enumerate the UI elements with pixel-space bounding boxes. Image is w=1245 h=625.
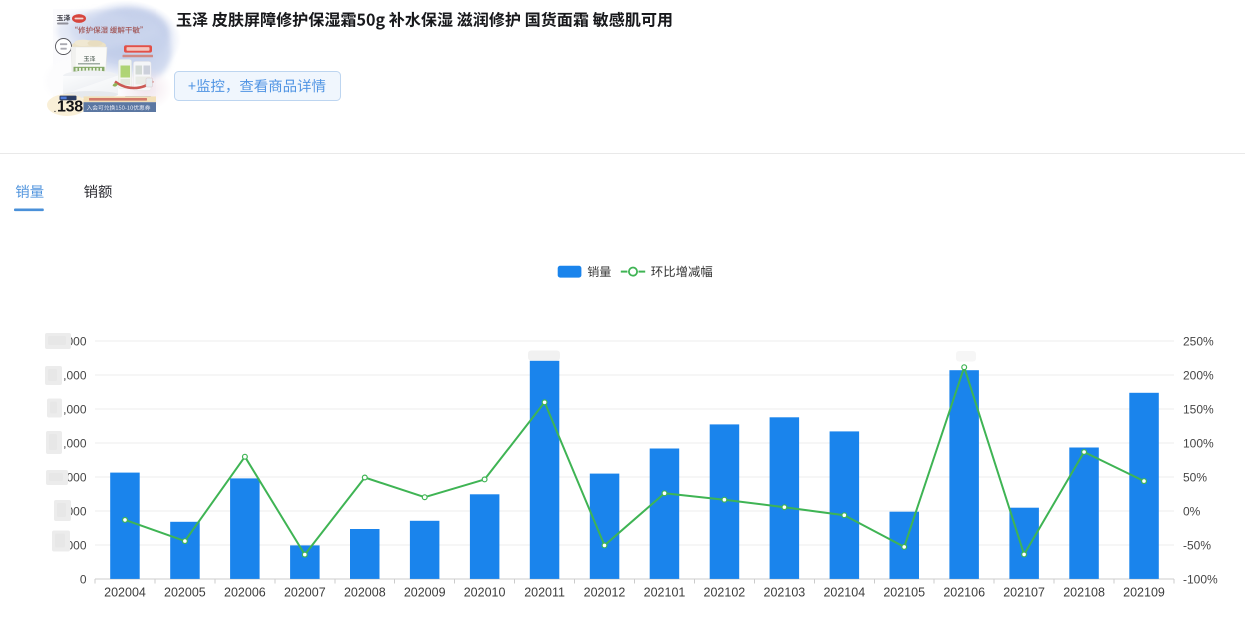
svg-text:202102: 202102 xyxy=(704,585,746,599)
svg-text:000: 000 xyxy=(66,538,86,552)
svg-text:0%: 0% xyxy=(1183,504,1201,518)
svg-text:0: 0 xyxy=(80,572,87,586)
svg-text:202107: 202107 xyxy=(1003,585,1045,599)
svg-text:,000: ,000 xyxy=(63,436,87,450)
svg-text:-50%: -50% xyxy=(1183,538,1211,552)
svg-text:138: 138 xyxy=(57,99,83,116)
svg-text:202109: 202109 xyxy=(1123,585,1165,599)
svg-text:202108: 202108 xyxy=(1063,585,1105,599)
svg-text:202008: 202008 xyxy=(344,585,386,599)
svg-text:202106: 202106 xyxy=(943,585,985,599)
svg-text:202103: 202103 xyxy=(764,585,806,599)
svg-text:-100%: -100% xyxy=(1183,572,1218,586)
svg-text:202101: 202101 xyxy=(644,585,686,599)
svg-text:202011: 202011 xyxy=(524,585,565,599)
svg-text:202007: 202007 xyxy=(284,585,326,599)
svg-text:202010: 202010 xyxy=(464,585,506,599)
svg-text:202009: 202009 xyxy=(404,585,446,599)
svg-text:000: 000 xyxy=(66,334,86,348)
svg-text:000: 000 xyxy=(66,470,86,484)
svg-text:202105: 202105 xyxy=(883,585,925,599)
svg-text:,000: ,000 xyxy=(63,402,87,416)
svg-text:202005: 202005 xyxy=(164,585,206,599)
svg-text:202006: 202006 xyxy=(224,585,266,599)
svg-text:,000: ,000 xyxy=(63,368,87,382)
svg-text:202012: 202012 xyxy=(584,585,626,599)
svg-text:150%: 150% xyxy=(1183,402,1214,416)
svg-text:200%: 200% xyxy=(1183,368,1214,382)
svg-text:.: . xyxy=(54,107,56,114)
svg-text:100%: 100% xyxy=(1183,436,1214,450)
svg-text:202004: 202004 xyxy=(104,585,146,599)
svg-text:250%: 250% xyxy=(1183,334,1214,348)
svg-text:000: 000 xyxy=(66,504,86,518)
svg-text:50%: 50% xyxy=(1183,470,1207,484)
svg-text:202104: 202104 xyxy=(823,585,865,599)
